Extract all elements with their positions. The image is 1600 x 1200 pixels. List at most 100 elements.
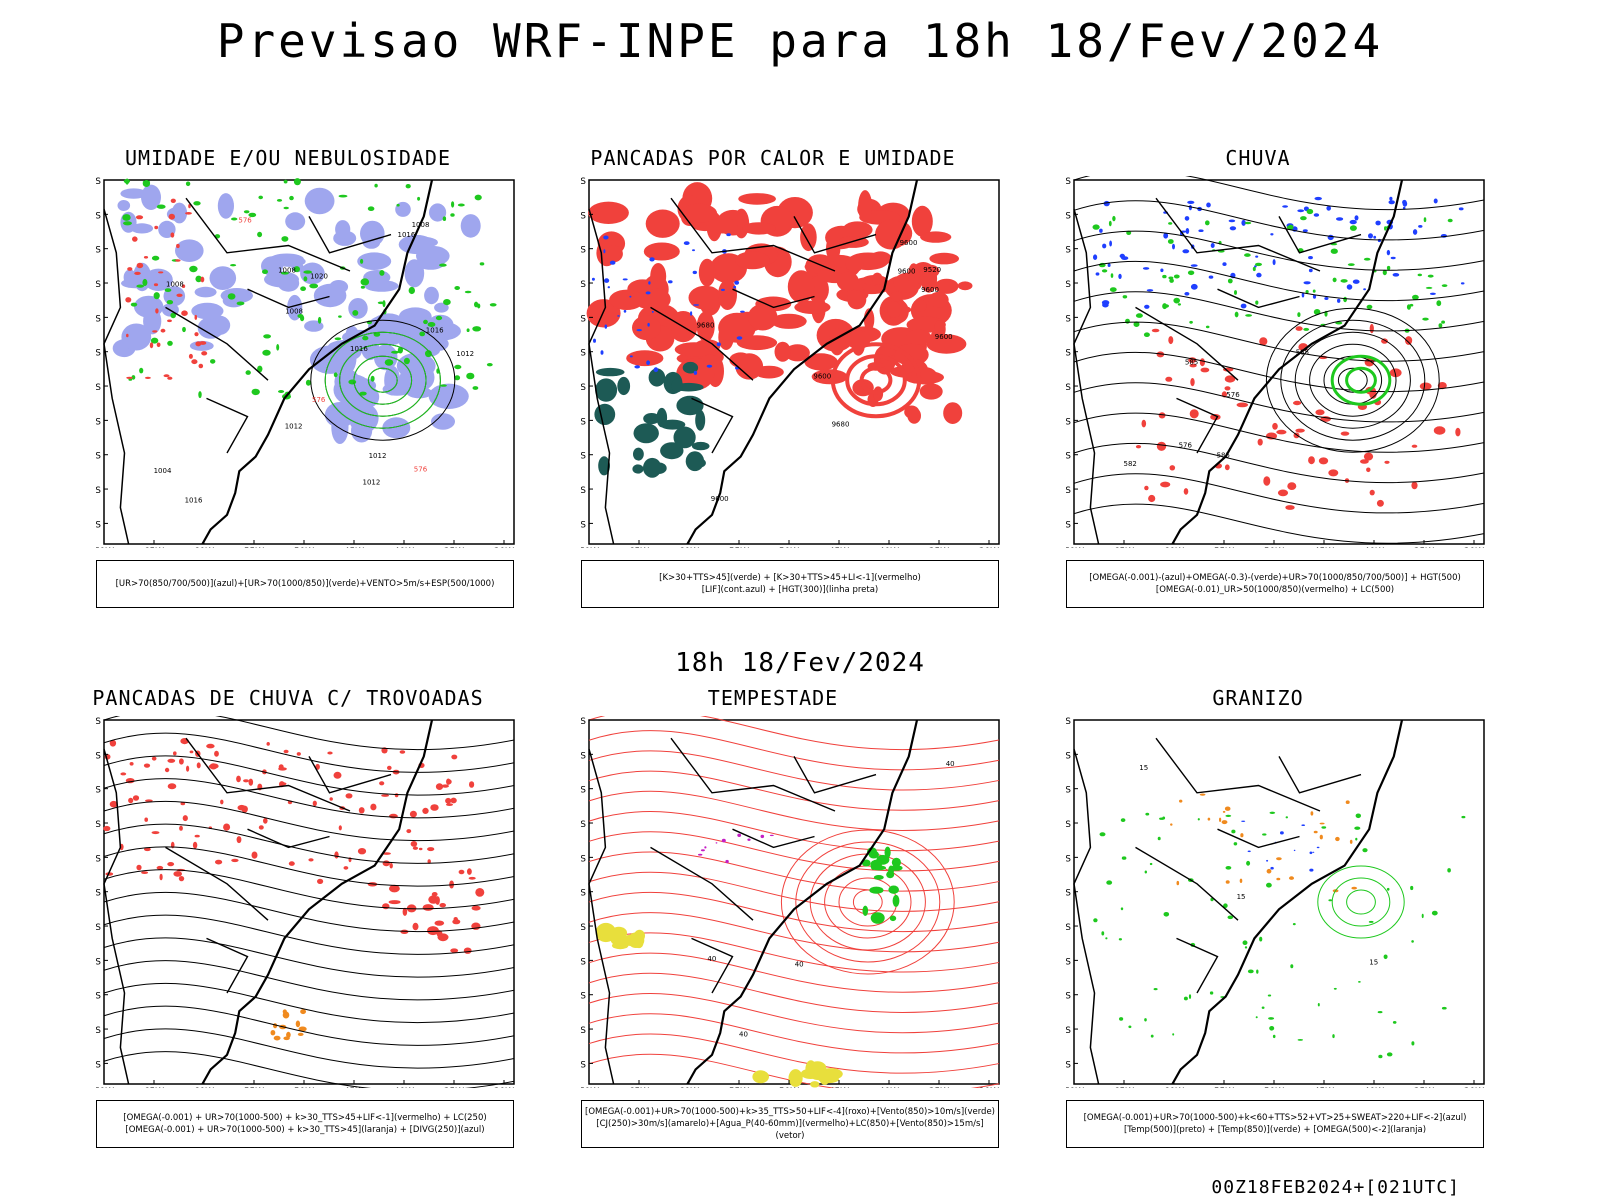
lon-tick-label: 50W (1264, 1087, 1284, 1088)
field-patch (659, 419, 686, 430)
field-patch (811, 369, 848, 385)
field-patch (872, 272, 883, 285)
field-patch (123, 221, 132, 226)
field-patch (676, 395, 704, 416)
contour-label: 585 (1217, 452, 1230, 460)
field-patch (399, 750, 406, 754)
contour-label: 1016 (350, 345, 368, 353)
field-patch (1141, 419, 1147, 428)
field-patch (1219, 817, 1222, 822)
border-line (1135, 846, 1239, 921)
panel-chuva: CHUVA 585 585 582 576 585 576 12S 15S 18S 21S 24S 2… (1028, 146, 1488, 626)
contour-label: 9680 (697, 322, 715, 330)
field-patch (145, 799, 153, 802)
field-patch (422, 807, 429, 814)
field-patch (1247, 850, 1251, 853)
field-patch (285, 212, 306, 231)
west-coastline (103, 208, 130, 545)
field-patch (1354, 826, 1361, 830)
field-patch (617, 376, 631, 396)
streamline (103, 823, 515, 864)
field-patch (1276, 877, 1281, 881)
lon-tick-label: 60W (679, 547, 699, 548)
field-patch (1156, 351, 1165, 358)
field-patch (1121, 856, 1127, 860)
field-patch (334, 851, 339, 859)
field-patch (1245, 314, 1252, 317)
field-patch (466, 372, 475, 380)
streamline (103, 778, 515, 819)
field-patch (1188, 994, 1192, 999)
field-patch (388, 900, 401, 905)
streamline (103, 891, 515, 933)
field-patch (338, 825, 342, 831)
field-patch (1170, 823, 1173, 826)
lifted-index-contours (591, 233, 745, 375)
field-patch (1183, 488, 1189, 495)
field-patch (873, 875, 884, 880)
field-patch (109, 800, 118, 808)
plot-frame (588, 719, 1000, 1085)
field-patch (774, 341, 791, 362)
field-patch (1256, 272, 1262, 278)
field-patch (626, 350, 664, 367)
field-patch (943, 402, 963, 424)
field-patch (424, 286, 439, 305)
field-patch (673, 426, 696, 449)
field-patch (1156, 441, 1167, 451)
field-patch (929, 252, 959, 265)
contour-label: 15 (1139, 764, 1148, 772)
panel-title: GRANIZO (1212, 686, 1304, 710)
field-patch (262, 269, 268, 274)
field-patch (136, 262, 144, 269)
lat-tick-label: 33S (96, 417, 101, 427)
field-patch (144, 847, 151, 852)
field-patch (472, 326, 482, 332)
field-patch (1318, 457, 1329, 465)
field-patch (417, 196, 421, 201)
field-patch (1421, 913, 1424, 919)
lon-tick-label: 30W (1464, 1087, 1484, 1088)
field-patch (1301, 292, 1305, 298)
field-patch (309, 283, 319, 289)
field-patch (1144, 1018, 1147, 1022)
contour-label: 40 (707, 955, 716, 963)
field-patch (718, 279, 737, 310)
field-patch (333, 372, 338, 378)
field-patch (919, 383, 943, 400)
field-patch (622, 278, 628, 281)
field-patch (427, 859, 431, 864)
field-patch (196, 762, 201, 769)
lat-tick-label: 36S (1066, 452, 1071, 462)
lat-tick-label: 36S (1066, 992, 1071, 1002)
lon-tick-label: 50W (294, 547, 314, 548)
lon-tick-label: 70W (1066, 547, 1084, 548)
field-patch (317, 316, 322, 324)
lon-tick-label: 55W (244, 1087, 264, 1088)
contour-label: 9600 (900, 239, 918, 247)
lat-tick-label: 42S (96, 1060, 101, 1070)
field-patch (434, 920, 445, 926)
field-patch (329, 797, 333, 801)
field-patch (1411, 481, 1418, 490)
field-patch (1293, 400, 1302, 406)
field-patch (1382, 269, 1387, 276)
field-patch (348, 379, 357, 385)
panel-tempestade: TEMPESTADE 40 40 40 40 12S 15S 18S 21S 24S 27S 30S… (543, 686, 1003, 1166)
lon-tick-label: 60W (1164, 547, 1184, 548)
field-patch (287, 294, 303, 321)
border-line (670, 737, 836, 812)
lon-tick-label: 70W (581, 1087, 599, 1088)
field-patch (134, 295, 164, 318)
field-patch (698, 258, 716, 287)
field-patch (725, 859, 729, 864)
field-patch (1460, 282, 1465, 285)
field-patch (357, 252, 392, 270)
lon-tick-label: 40W (394, 547, 414, 548)
field-patch (173, 871, 182, 877)
field-patch (1377, 1011, 1383, 1014)
field-patch (1282, 205, 1288, 208)
map-trovoadas: 12S 15S 18S 21S 24S 27S 30S 33S 36S 39S 42S 70W 65W 6… (96, 716, 515, 1088)
field-patch (129, 762, 134, 766)
lat-tick-label: 39S (1066, 486, 1071, 496)
